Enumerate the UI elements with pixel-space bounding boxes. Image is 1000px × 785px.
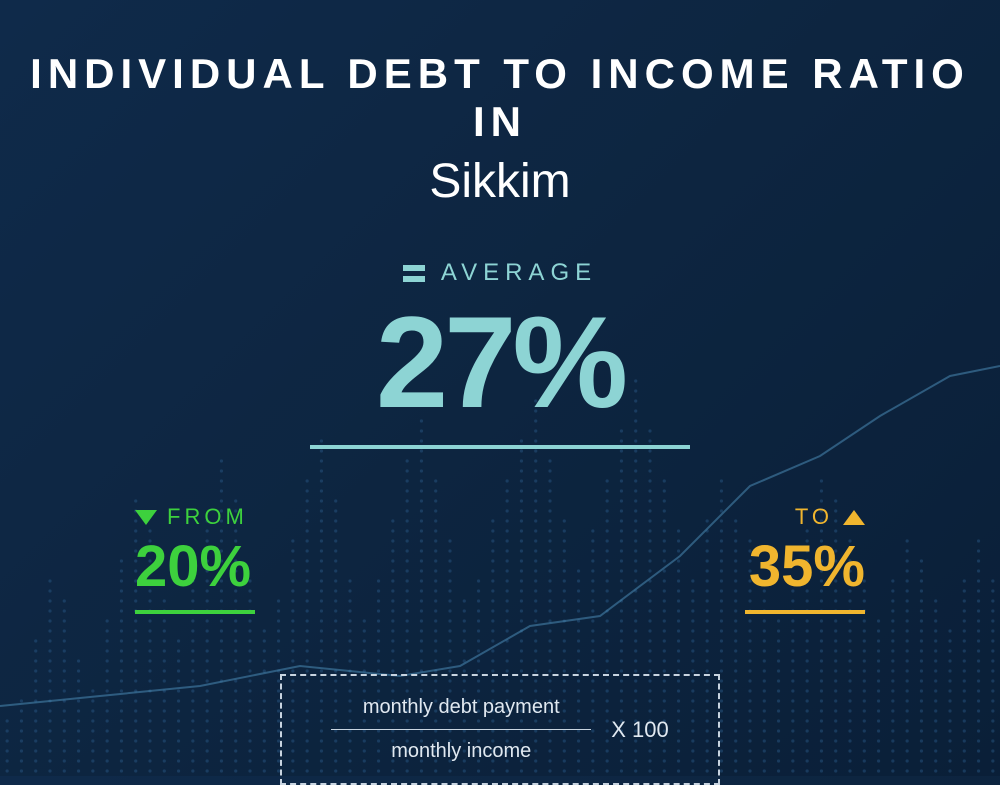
formula-denominator: monthly income [391,740,531,763]
title-main: INDIVIDUAL DEBT TO INCOME RATIO IN [0,50,1000,146]
title-sub: Sikkim [0,154,1000,209]
to-underline [745,610,865,614]
from-underline [135,610,255,614]
average-label: AVERAGE [441,259,597,287]
from-label-row: FROM [135,504,255,530]
triangle-up-icon [843,510,865,525]
average-value: 27% [310,297,690,427]
average-label-row: AVERAGE [310,259,690,287]
infographic-content: INDIVIDUAL DEBT TO INCOME RATIO IN Sikki… [0,0,1000,785]
fraction-line [331,729,591,730]
average-section: AVERAGE 27% [310,259,690,449]
to-label: TO [795,504,833,530]
to-value: 35% [745,538,865,596]
formula-fraction: monthly debt payment monthly income [331,696,591,763]
equals-icon [403,265,425,282]
average-underline [310,445,690,449]
from-value: 20% [135,538,255,596]
triangle-down-icon [135,510,157,525]
formula-multiplier: X 100 [611,717,669,743]
from-label: FROM [167,504,248,530]
formula-numerator: monthly debt payment [363,696,560,719]
range-from: FROM 20% [135,504,255,614]
to-label-row: TO [745,504,865,530]
range-to: TO 35% [745,504,865,614]
formula-box: monthly debt payment monthly income X 10… [280,674,720,785]
range-row: FROM 20% TO 35% [135,504,865,614]
